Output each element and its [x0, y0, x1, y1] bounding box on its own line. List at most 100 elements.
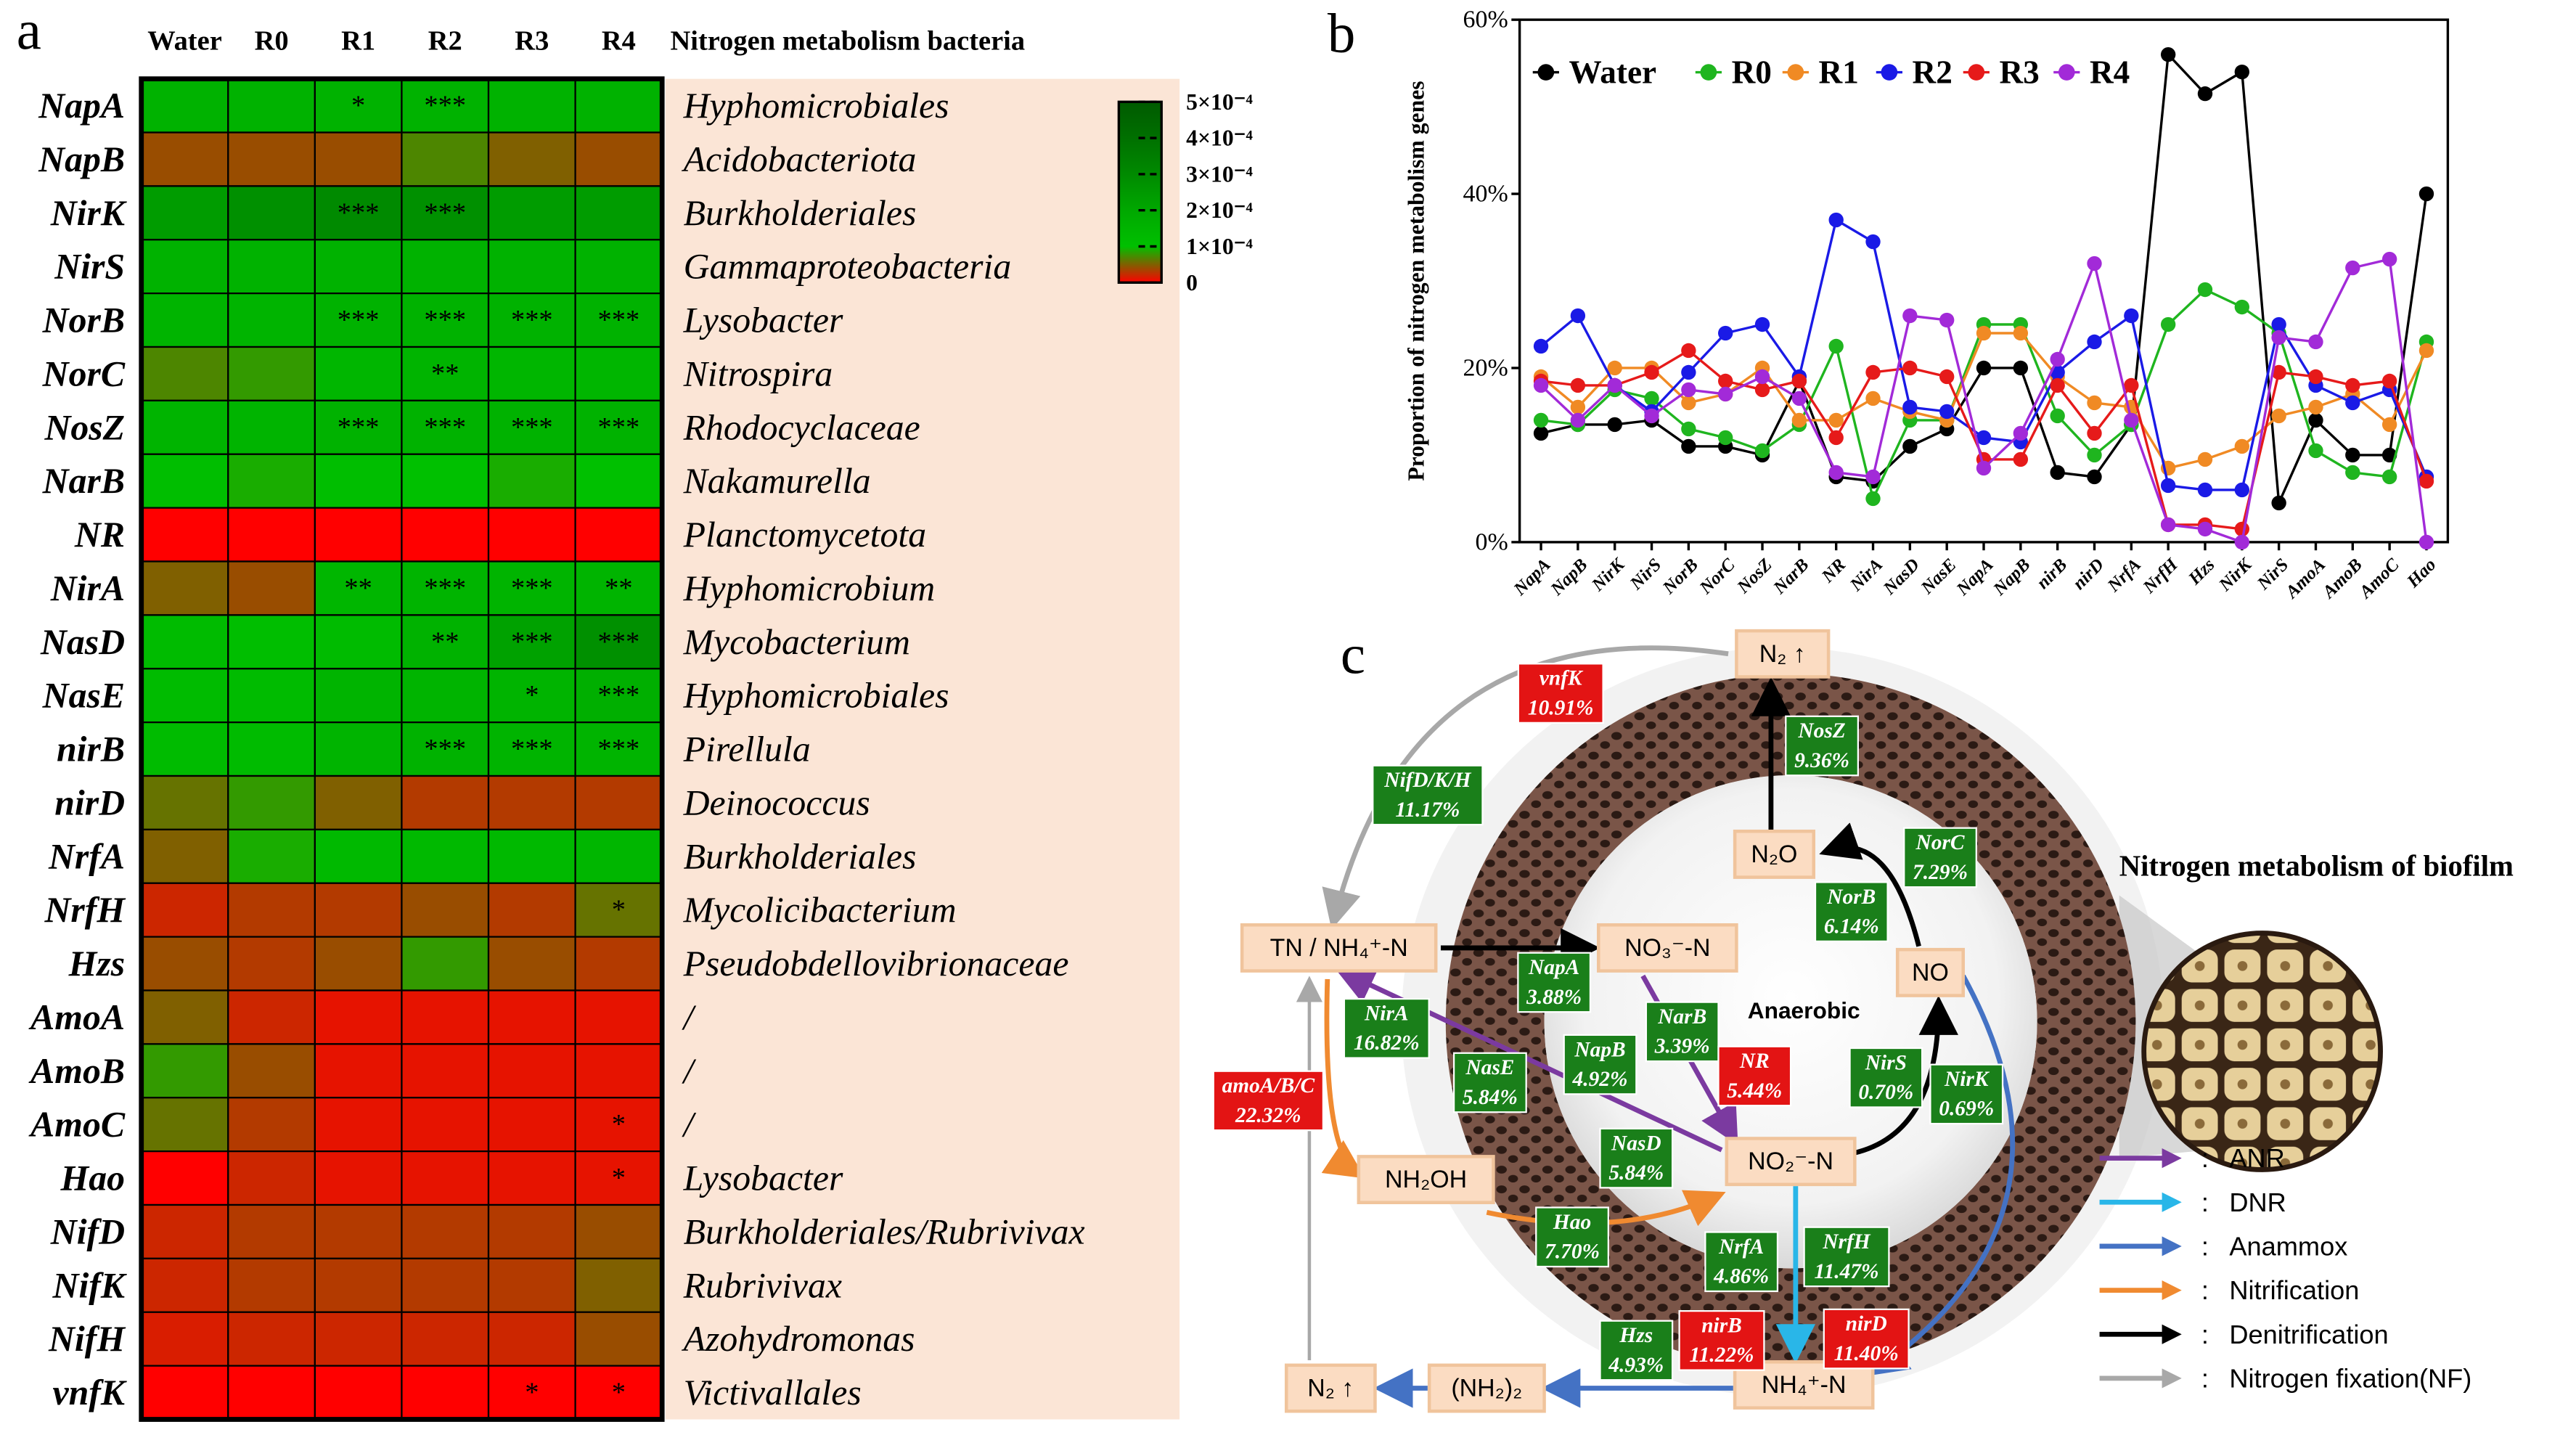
point [2087, 395, 2102, 411]
node-label: NH₄⁺-N [1762, 1371, 1847, 1399]
gene-tag-percent: 5.84% [1463, 1086, 1518, 1109]
gene-label: vnfK [53, 1373, 127, 1412]
gene-tag-name: NR [1739, 1050, 1770, 1073]
node-label: NH₂OH [1385, 1166, 1467, 1193]
heatmap-cell [487, 1097, 576, 1153]
legend-marker [1700, 64, 1717, 81]
heatmap-cell [314, 1365, 403, 1420]
x-tick-label: Hzs [2184, 555, 2218, 589]
legend-label: ANR [2229, 1143, 2284, 1173]
heatmap-cell [227, 131, 316, 187]
x-tick-label: nirD [2069, 555, 2108, 593]
point [1828, 338, 1844, 354]
heatmap-cell [140, 239, 229, 295]
heatmap-cell [227, 774, 316, 831]
arrow [1868, 974, 2016, 1376]
heatmap-cell [227, 1043, 316, 1099]
heatmap-cell [401, 1257, 490, 1313]
point [2345, 377, 2360, 393]
heatmap-cell [401, 828, 490, 884]
y-tick-label: 0% [1476, 528, 1508, 555]
node-box [1895, 947, 1965, 997]
bacteria-label: Rubrivivax [683, 1265, 842, 1305]
heatmap-cell [227, 346, 316, 402]
legend-label: R2 [1913, 54, 1953, 91]
gene-label: nirB [57, 729, 125, 769]
heatmap-cell [227, 239, 316, 295]
point [2050, 351, 2065, 367]
heatmap: a Water R0 R1 R2 R3 R4 Nitrogen metabolism bact… [17, 0, 1253, 1420]
node-box [1735, 629, 1831, 679]
point [1681, 364, 1696, 380]
heatmap-cell [487, 78, 576, 134]
gene-tag-name: vnfK [1540, 667, 1584, 690]
y-axis-label: Proportion of nitrogen metabolism genes [1404, 81, 1429, 481]
gene-tag [1343, 997, 1430, 1059]
column-label: R3 [515, 26, 549, 57]
heatmap-cell [227, 507, 316, 563]
heatmap-cell [487, 1043, 576, 1099]
gene-tag [1645, 1001, 1720, 1063]
gene-tag-percent: 11.17% [1395, 798, 1460, 822]
significance: ** [344, 573, 372, 603]
heatmap-cell [401, 1203, 490, 1260]
gene-label: NasE [42, 676, 125, 716]
node-box [1597, 923, 1738, 973]
x-tick-label: NorC [1696, 555, 1739, 598]
node-label: (NH₂)₂ [1451, 1374, 1522, 1402]
legend-separator: : [2201, 1143, 2209, 1173]
legend-marker [1968, 64, 1985, 81]
heatmap-cell [401, 774, 490, 831]
heatmap-cell [401, 399, 490, 455]
point [2234, 299, 2250, 315]
heatmap-cell [401, 185, 490, 241]
heatmap-cell [314, 453, 403, 509]
gene-tag-name: NifD/K/H [1383, 769, 1471, 792]
gene-tag [1785, 715, 1859, 777]
gene-label: NasD [40, 622, 125, 662]
y-tick-label: 60% [1463, 7, 1508, 33]
gene-tag-name: amoA/B/C [1222, 1074, 1315, 1097]
point [1828, 430, 1844, 446]
gene-label: nirD [54, 782, 125, 822]
gene-tag-percent: 0.69% [1939, 1097, 1994, 1121]
heatmap-cell [401, 507, 490, 563]
colorbar-tick-label: 2×10⁻⁴ [1186, 197, 1253, 223]
bacteria-label: Lysobacter [683, 1158, 843, 1198]
legend-label: Denitrification [2229, 1320, 2388, 1349]
heatmap-cell [314, 1257, 403, 1313]
legend-marker [1881, 64, 1898, 81]
heatmap-cell [140, 936, 229, 992]
x-tick-label: AmoB [2318, 555, 2366, 603]
gene-label: NR [74, 515, 125, 555]
bacteria-label: Lysobacter [683, 301, 843, 340]
legend-separator: : [2201, 1187, 2209, 1217]
point [2418, 186, 2434, 202]
heatmap-cell [314, 346, 403, 402]
gene-tag-percent: 10.91% [1528, 696, 1594, 719]
gene-label: NapA [38, 86, 125, 126]
point [1754, 316, 1770, 332]
point [1865, 234, 1881, 250]
heatmap-cell [140, 774, 229, 831]
significance: *** [598, 734, 640, 764]
bacteria-header: Nitrogen metabolism bacteria [670, 26, 1025, 57]
arrow [1322, 645, 1729, 930]
heatmap-cell [574, 1150, 663, 1206]
x-tick-label: Hao [2403, 555, 2440, 592]
bacteria-label: Burkholderiales/Rubrivivax [684, 1211, 1085, 1251]
point [2234, 534, 2250, 550]
heatmap-cell [401, 721, 490, 777]
heatmap-cell [574, 507, 663, 563]
panel-label: b [1328, 1, 1355, 64]
point [1644, 364, 1659, 380]
point [1976, 430, 1992, 446]
heatmap-cell [574, 1311, 663, 1367]
legend-arrowhead [2162, 1236, 2182, 1256]
gene-tag-percent: 22.32% [1235, 1104, 1301, 1127]
colorbar-tick-label: 4×10⁻⁴ [1186, 126, 1253, 151]
gene-label: AmoB [28, 1051, 125, 1091]
heatmap-cell [314, 1203, 403, 1260]
legend-arrowhead [2162, 1148, 2182, 1169]
gene-tag-name: NarB [1657, 1005, 1706, 1029]
